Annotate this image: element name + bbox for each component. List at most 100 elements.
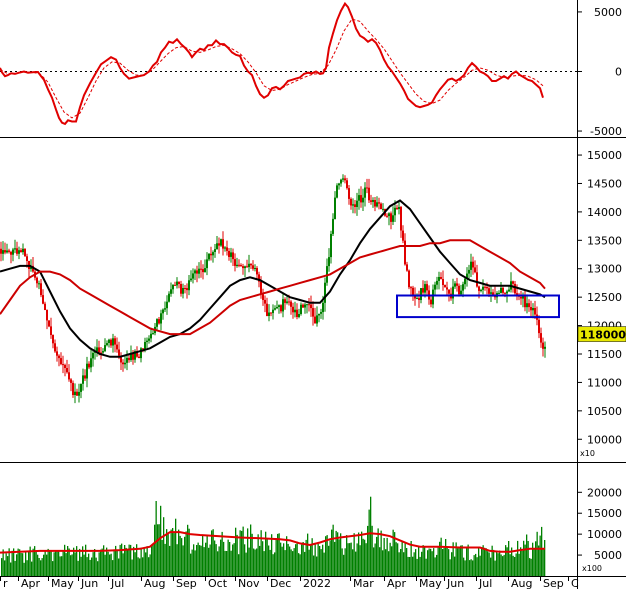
volume-bar [396,542,397,576]
x-tick-label: Apr [387,577,407,589]
candle-down [0,249,2,254]
volume-bar [253,549,254,577]
volume-bar [25,552,26,576]
volume-bar [237,535,238,576]
volume-bar [28,551,29,576]
candle-down [76,392,78,396]
volume-bar [379,547,380,576]
volume-bar [21,553,22,576]
candle-up [392,215,394,222]
volume-bar [79,549,80,576]
candle-up [168,294,170,302]
volume-bar [244,544,245,576]
volume-bar [519,554,520,576]
candle-down [40,283,42,295]
candle-up [282,299,284,311]
volume-bar [526,535,527,577]
candle-down [380,204,382,210]
volume-bar [427,550,428,576]
candle-down [312,308,314,317]
volume-bar [187,525,188,576]
volume-bar [123,553,124,576]
candle-up [306,304,308,305]
volume-bar [291,549,292,576]
volume-bar [109,555,110,577]
volume-bar [33,549,34,576]
oscillator-y-tick-label: 0 [615,65,622,78]
candle-down [128,358,130,360]
volume-bar [243,527,244,576]
volume-bar [387,538,388,576]
candle-up [162,310,164,314]
volume-bar [321,549,322,576]
volume-bar [478,547,479,576]
volume-bar [171,530,172,576]
candle-down [310,305,312,309]
volume-bar [178,530,179,576]
volume-bar [273,554,274,576]
candle-down [186,288,188,290]
candle-up [416,298,418,299]
volume-bar [358,533,359,577]
candle-down [232,252,234,259]
candle-up [382,209,384,210]
volume-bar [540,536,541,576]
candle-up [300,305,302,314]
volume-bar [537,532,538,576]
candle-down [114,338,116,344]
candle-down [448,290,450,294]
volume-bar [93,552,94,576]
oscillator-y-tick-label: 5000 [594,6,622,19]
volume-bar [181,538,182,576]
candle-up [438,277,440,281]
volume-bar [472,560,473,576]
volume-bar [375,544,376,577]
candle-down [520,297,522,299]
volume-bar [133,547,134,576]
volume-bar [490,558,491,576]
candle-up [164,308,166,309]
volume-bar [100,550,101,576]
volume-bar [339,539,340,576]
price-y-tick-label: 15000 [587,149,622,162]
volume-bar [222,532,223,576]
candle-up [204,268,206,272]
volume-bar [523,541,524,576]
volume-y-tick-label: 20000 [587,486,622,499]
candle-up [148,339,150,341]
volume-y-tick-label: 15000 [587,507,622,520]
volume-bar [108,552,109,576]
volume-bar [127,549,128,576]
candle-up [272,310,274,313]
candle-up [434,285,436,290]
candle-up [452,287,454,299]
candle-down [308,304,310,305]
volume-bar [384,538,385,576]
volume-bar [495,561,496,576]
candle-down [238,265,240,266]
candle-up [526,303,528,307]
volume-bar [300,554,301,576]
candle-up [340,180,342,184]
volume-bar [7,556,8,576]
candle-up [38,283,40,284]
volume-bar [417,559,418,576]
candle-down [406,264,408,270]
candle-down [252,265,254,269]
candle-down [474,267,476,272]
candle-up [362,198,364,203]
volume-bar [118,559,119,577]
candle-down [72,383,74,395]
candle-up [356,201,358,207]
candle-down [390,213,392,222]
volume-bar [144,548,145,576]
volume-bar [415,549,416,576]
volume-bar [462,545,463,576]
volume-bar [357,543,358,576]
volume-bar [423,545,424,576]
candle-up [388,213,390,216]
volume-bar [535,541,536,576]
volume-bar [73,548,74,576]
volume-bar [88,554,89,576]
candle-down [68,372,70,379]
